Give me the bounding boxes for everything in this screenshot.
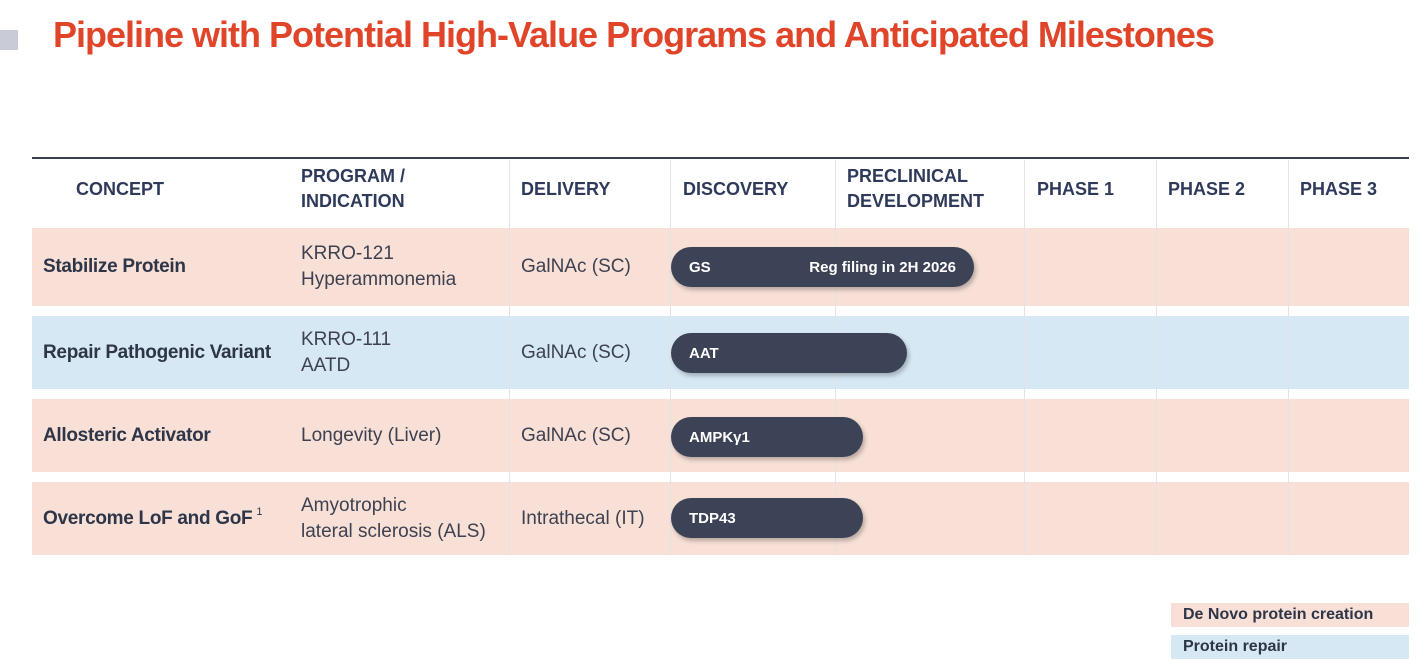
- pipeline-bar: AMPKγ1: [671, 417, 863, 457]
- indication-name: AATD: [301, 354, 351, 376]
- milestone-label: Reg filing in 2H 2026: [809, 258, 956, 276]
- delivery-cell: GalNAc (SC): [521, 424, 631, 446]
- pipeline-bar: AAT: [671, 333, 907, 373]
- delivery-cell: Intrathecal (IT): [521, 507, 645, 529]
- page-title: Pipeline with Potential High-Value Progr…: [53, 14, 1215, 55]
- header-preclinical-line1: PRECLINICAL: [847, 166, 968, 186]
- column-divider: [1288, 160, 1289, 555]
- footnote-marker: 1: [256, 505, 263, 518]
- bar-label: TDP43: [689, 509, 736, 527]
- header-phase2: PHASE 2: [1168, 178, 1246, 199]
- header-preclinical: PRECLINICAL DEVELOPMENT: [847, 158, 984, 220]
- header-discovery: DISCOVERY: [683, 178, 789, 199]
- corner-accent: [0, 30, 18, 50]
- program-name: KRRO-111: [301, 328, 392, 350]
- header-concept: CONCEPT: [76, 178, 165, 199]
- header-program: PROGRAM / INDICATION: [301, 158, 405, 220]
- indication-line1: Amyotrophic: [301, 494, 407, 516]
- legend-item-de-novo: De Novo protein creation: [1171, 603, 1409, 627]
- concept-cell: Overcome LoF and GoF 1: [43, 482, 262, 555]
- indication-name: Hyperammonemia: [301, 269, 457, 290]
- bar-label: AMPKγ1: [689, 428, 750, 446]
- delivery-cell: GalNAc (SC): [521, 341, 631, 363]
- column-divider: [1024, 160, 1025, 555]
- legend-item-protein-repair: Protein repair: [1171, 635, 1409, 659]
- concept-cell: Repair Pathogenic Variant: [43, 341, 271, 363]
- delivery-cell: GalNAc (SC): [521, 256, 631, 277]
- program-cell: Longevity (Liver): [301, 424, 442, 446]
- column-divider: [670, 160, 671, 555]
- program-cell: KRRO-111 AATD: [301, 316, 391, 389]
- column-divider: [509, 160, 510, 555]
- program-cell: Amyotrophic lateral sclerosis (ALS): [301, 482, 486, 555]
- concept-label: Overcome LoF and GoF: [43, 507, 253, 529]
- table-top-rule: [32, 157, 1409, 159]
- program-cell: KRRO-121 Hyperammonemia: [301, 228, 456, 306]
- column-divider: [1156, 160, 1157, 555]
- program-name: KRRO-121: [301, 243, 394, 264]
- pipeline-bar: GS Reg filing in 2H 2026: [671, 247, 974, 287]
- pipeline-bar: TDP43: [671, 498, 863, 538]
- concept-cell: Allosteric Activator: [43, 424, 211, 446]
- header-phase1: PHASE 1: [1037, 178, 1115, 199]
- bar-label: AAT: [689, 344, 719, 362]
- indication-line2: lateral sclerosis (ALS): [301, 520, 486, 542]
- bar-label: GS: [689, 258, 711, 276]
- concept-cell: Stabilize Protein: [43, 256, 186, 277]
- header-phase3: PHASE 3: [1300, 178, 1378, 199]
- header-program-line2: INDICATION: [301, 191, 405, 211]
- header-preclinical-line2: DEVELOPMENT: [847, 191, 985, 211]
- header-delivery: DELIVERY: [521, 178, 611, 199]
- header-program-line1: PROGRAM /: [301, 166, 406, 186]
